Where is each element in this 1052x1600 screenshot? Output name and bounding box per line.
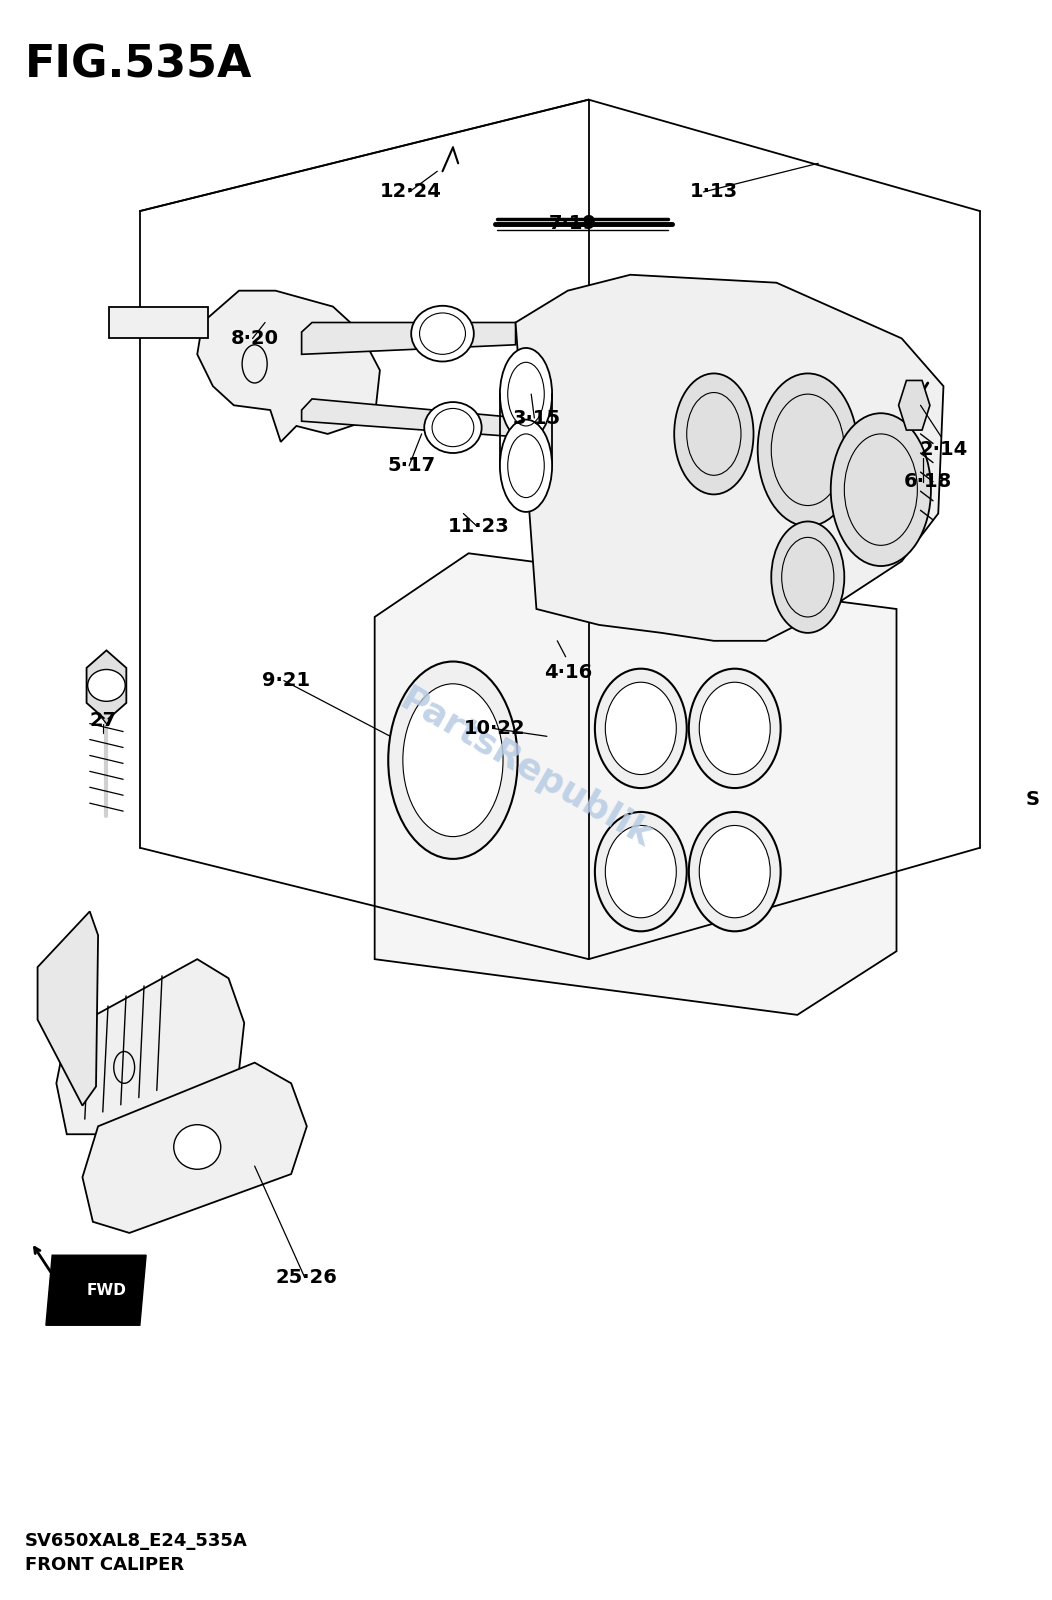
Ellipse shape	[689, 811, 781, 931]
Polygon shape	[46, 1256, 146, 1325]
Text: 25·26: 25·26	[276, 1267, 338, 1286]
Ellipse shape	[605, 826, 676, 918]
Text: 3·15: 3·15	[512, 408, 561, 427]
Ellipse shape	[700, 826, 770, 918]
Ellipse shape	[700, 682, 770, 774]
Text: S: S	[1026, 790, 1039, 810]
Text: FIG.535A: FIG.535A	[25, 43, 252, 86]
Circle shape	[388, 661, 518, 859]
Circle shape	[771, 522, 845, 634]
Polygon shape	[302, 398, 521, 437]
Text: FWD: FWD	[86, 1283, 126, 1298]
Polygon shape	[515, 275, 944, 642]
Text: 4·16: 4·16	[544, 662, 592, 682]
Text: 5·17: 5·17	[387, 456, 436, 475]
Ellipse shape	[594, 811, 687, 931]
Polygon shape	[197, 291, 380, 442]
Polygon shape	[82, 1062, 307, 1234]
Ellipse shape	[594, 669, 687, 789]
Ellipse shape	[500, 347, 552, 440]
Ellipse shape	[500, 419, 552, 512]
Circle shape	[757, 373, 857, 526]
Ellipse shape	[411, 306, 473, 362]
Text: SV650XAL8_E24_535A: SV650XAL8_E24_535A	[25, 1533, 248, 1550]
Text: 10·22: 10·22	[464, 718, 526, 738]
Polygon shape	[108, 307, 207, 339]
Polygon shape	[898, 381, 930, 430]
Text: 7·19: 7·19	[549, 214, 596, 234]
Ellipse shape	[174, 1125, 221, 1170]
Text: 2·14: 2·14	[919, 440, 968, 459]
Text: 11·23: 11·23	[448, 517, 510, 536]
Ellipse shape	[689, 669, 781, 789]
Text: 9·21: 9·21	[262, 670, 310, 690]
Ellipse shape	[605, 682, 676, 774]
Polygon shape	[57, 958, 244, 1134]
Ellipse shape	[87, 669, 125, 701]
Circle shape	[831, 413, 931, 566]
Polygon shape	[302, 323, 515, 354]
Text: 27: 27	[89, 710, 117, 730]
Polygon shape	[38, 912, 98, 1106]
Text: 12·24: 12·24	[380, 182, 442, 202]
Circle shape	[403, 683, 503, 837]
Polygon shape	[86, 650, 126, 720]
Text: PartsRepublik: PartsRepublik	[394, 682, 658, 854]
Circle shape	[674, 373, 753, 494]
Text: 8·20: 8·20	[230, 330, 279, 347]
Ellipse shape	[424, 402, 482, 453]
Text: FRONT CALIPER: FRONT CALIPER	[25, 1557, 184, 1574]
Text: 1·13: 1·13	[690, 182, 737, 202]
Text: 6·18: 6·18	[904, 472, 952, 491]
Polygon shape	[375, 554, 896, 1014]
